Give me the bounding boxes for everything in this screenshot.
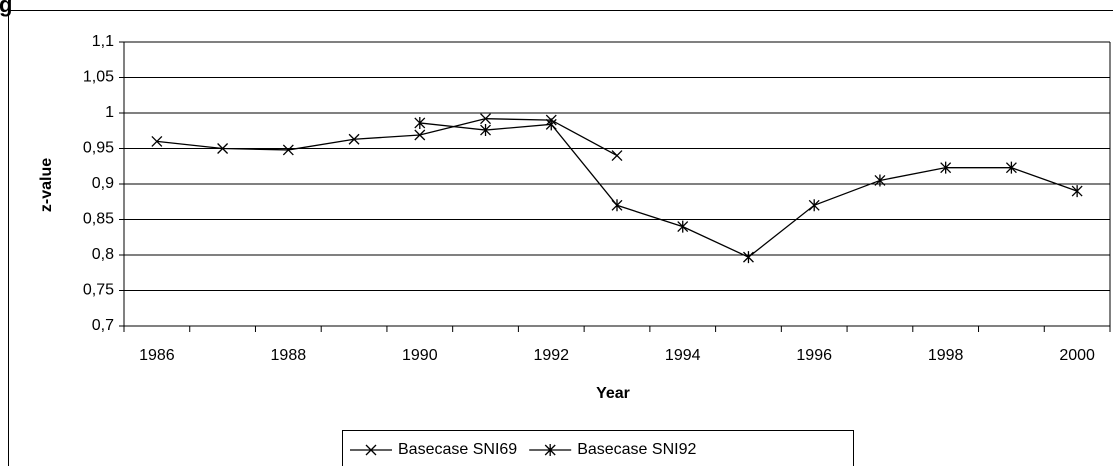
data-point (940, 161, 952, 174)
data-point (151, 135, 163, 147)
legend-label: Basecase SNI92 (577, 441, 696, 458)
x-tick-label: 1994 (665, 347, 701, 364)
data-point (677, 220, 689, 233)
data-point (1071, 185, 1083, 198)
y-tick-label: 0,8 (92, 246, 114, 263)
legend-box (342, 430, 854, 466)
legend-label: Basecase SNI69 (398, 441, 517, 458)
data-point (414, 116, 426, 129)
data-point (282, 144, 294, 156)
data-point (348, 133, 360, 145)
y-tick-label: 0,85 (83, 211, 114, 228)
x-tick-label: 1992 (533, 347, 569, 364)
data-point (808, 199, 820, 212)
legend-marker (365, 444, 377, 456)
x-tick-label: 1986 (139, 347, 175, 364)
y-tick-label: 1 (105, 104, 114, 121)
data-point (611, 199, 623, 212)
x-tick-label: 2000 (1059, 347, 1095, 364)
x-tick-label: 1988 (271, 347, 307, 364)
y-tick-label: 1,05 (83, 69, 114, 86)
data-point (414, 129, 426, 141)
data-point (217, 143, 229, 154)
y-axis-title: z-value (38, 158, 55, 212)
y-tick-label: 1,1 (92, 33, 114, 50)
y-tick-label: 0,7 (92, 317, 114, 334)
data-point (1005, 161, 1017, 174)
data-point (611, 150, 623, 162)
y-tick-label: 0,75 (83, 282, 114, 299)
data-point (545, 118, 557, 131)
series-line (156, 118, 618, 157)
chart-title: g (0, 0, 12, 17)
x-tick-label: 1990 (402, 347, 438, 364)
x-axis-title: Year (596, 385, 630, 402)
y-tick-label: 0,95 (83, 140, 114, 157)
x-tick-label: 1996 (796, 347, 832, 364)
data-point (480, 113, 491, 125)
chart-frame (8, 10, 1113, 466)
data-point (480, 124, 491, 137)
data-point (874, 174, 886, 187)
data-point (743, 251, 754, 264)
y-tick-label: 0,9 (92, 175, 114, 192)
x-tick-label: 1998 (928, 347, 964, 364)
legend-marker (544, 444, 556, 456)
